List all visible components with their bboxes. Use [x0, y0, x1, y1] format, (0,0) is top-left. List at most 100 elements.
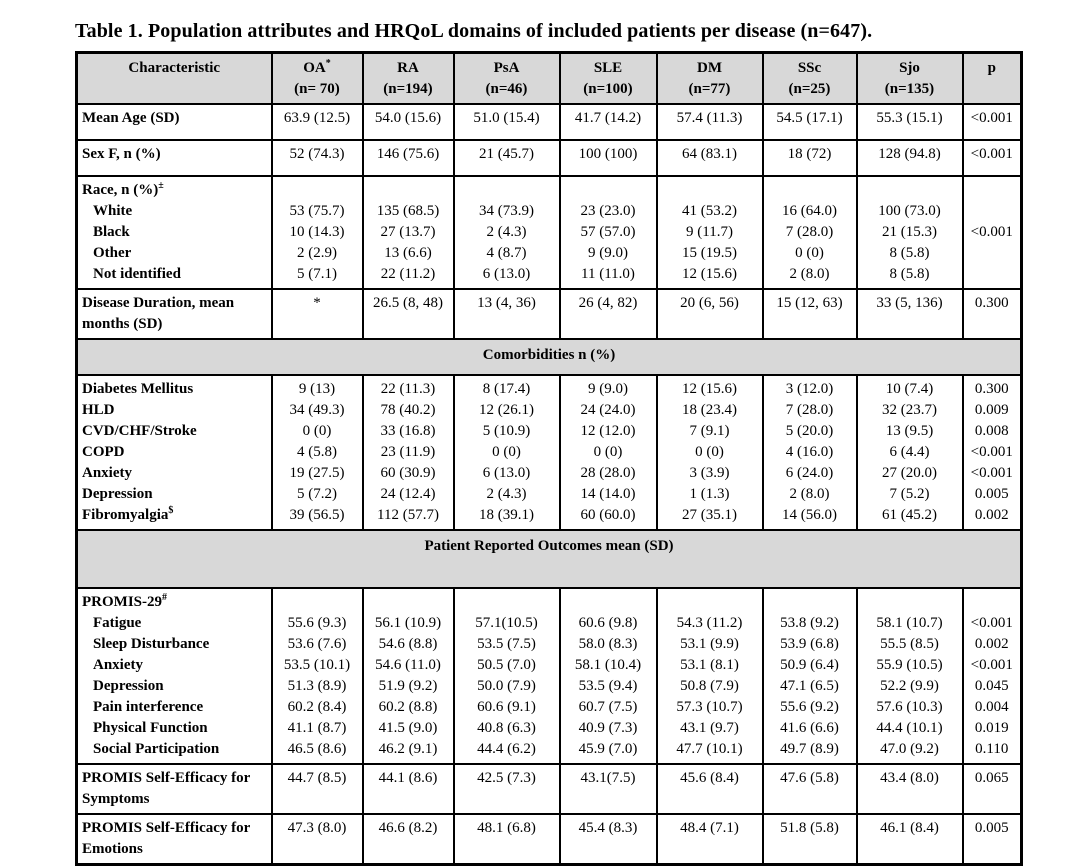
value-cell: 48.4 (7.1)	[655, 813, 764, 866]
value: 8 (5.8)	[889, 266, 930, 282]
value: 15 (19.5)	[682, 245, 737, 261]
section-header-cell: Comorbidities n (%)	[75, 338, 1023, 376]
value: 5 (7.1)	[297, 266, 337, 282]
p-value-cell: <0.001	[961, 175, 1023, 290]
table-header: Characteristic OA* (n= 70) RA (n=194) PsA (n=4…	[75, 51, 1023, 105]
value: 23 (23.0)	[580, 203, 636, 219]
value: 9 (11.7)	[686, 224, 733, 240]
value: 50.9 (6.4)	[780, 657, 839, 673]
disease-n: (n=100)	[583, 81, 633, 97]
value-cell: *	[270, 288, 364, 340]
row-label: PROMIS Self-Efficacy for Emotions	[82, 820, 251, 857]
value: 47.7 (10.1)	[676, 741, 743, 757]
value-cell: 12 (15.6) 18 (23.4) 7 (9.1) 0 (0) 3 (3.9) 1 (…	[655, 374, 764, 531]
value: 55.5 (8.5)	[880, 636, 939, 652]
value: 47.3 (8.0)	[287, 820, 347, 836]
value: 47.0 (9.2)	[880, 741, 939, 757]
disease-n: (n= 70)	[294, 81, 340, 97]
value: 51.3 (8.9)	[287, 678, 347, 694]
table-row: Mean Age (SD) 63.9 (12.5) 54.0 (15.6) 51.0 …	[75, 103, 1023, 141]
blank-line	[766, 180, 854, 201]
p-value: 0.065	[974, 770, 1009, 786]
value: 12 (15.6)	[682, 381, 737, 397]
value-cell: 54.3 (11.2) 53.1 (9.9) 53.1 (8.1) 50.8 (7.9…	[655, 587, 764, 765]
value-cell: 33 (5, 136)	[855, 288, 964, 340]
value-cell: 26 (4, 82)	[558, 288, 658, 340]
value: 26 (4, 82)	[578, 295, 638, 311]
value-cell: 18 (72)	[761, 139, 858, 177]
p-value: <0.001	[970, 444, 1013, 460]
disease-abbr: DM	[697, 60, 722, 76]
row-label-cell: Mean Age (SD)	[75, 103, 273, 141]
row-label: Sex F, n (%)	[82, 146, 161, 162]
value: 51.0 (15.4)	[473, 110, 540, 126]
value: 7 (5.2)	[889, 486, 930, 502]
value: 48.1 (6.8)	[477, 820, 536, 836]
value: 33 (16.8)	[380, 423, 436, 439]
value-cell: 43.4 (8.0)	[855, 763, 964, 815]
value: 51.8 (5.8)	[780, 820, 839, 836]
value: 50.8 (7.9)	[680, 678, 739, 694]
p-value-cell: 0.300 0.009 0.008 <0.001 <0.001 0.005 0.002	[961, 374, 1023, 531]
row-label: Mean Age (SD)	[82, 110, 180, 126]
table-body: Mean Age (SD) 63.9 (12.5) 54.0 (15.6) 51.0 …	[75, 103, 1023, 866]
p-value: 0.110	[975, 741, 1009, 757]
table-row: PROMIS Self-Efficacy for Emotions 47.3 (8…	[75, 813, 1023, 866]
value: 0 (0)	[302, 423, 332, 439]
value: 41 (53.2)	[682, 203, 737, 219]
group-label: PROMIS-29#	[82, 592, 167, 611]
row-label: COPD	[82, 444, 125, 460]
value: 60.2 (8.4)	[287, 699, 347, 715]
value-cell: 54.5 (17.1)	[761, 103, 858, 141]
value: 47.1 (6.5)	[780, 678, 839, 694]
row-label: Disease Duration, mean months (SD)	[82, 295, 235, 332]
value: 52.2 (9.9)	[880, 678, 939, 694]
p-value: 0.004	[974, 699, 1009, 715]
p-value: 0.045	[974, 678, 1009, 694]
value: 41.6 (6.6)	[780, 720, 839, 736]
value: 63.9 (12.5)	[283, 110, 351, 126]
value: 60.2 (8.8)	[378, 699, 438, 715]
blank-line	[457, 180, 557, 201]
blank-line	[660, 180, 760, 201]
p-value: <0.001	[970, 110, 1013, 126]
value-cell: 53.8 (9.2) 53.9 (6.8) 50.9 (6.4) 47.1 (6.5)…	[761, 587, 858, 765]
disease-abbr: PsA	[493, 60, 520, 76]
value: 21 (45.7)	[479, 146, 534, 162]
value: 10 (7.4)	[885, 381, 934, 397]
table-title: Table 1. Population attributes and HRQoL…	[75, 20, 873, 42]
row-label: Physical Function	[93, 720, 208, 736]
row-label: Social Participation	[93, 741, 220, 757]
value-cell: 53 (75.7) 10 (14.3) 2 (2.9) 5 (7.1)	[270, 175, 364, 290]
col-header-disease-ssc: SSc (n=25)	[761, 51, 858, 105]
p-value-cell: <0.001 0.002 <0.001 0.045 0.004 0.019 0.110	[961, 587, 1023, 765]
value: 9 (9.0)	[588, 245, 628, 261]
blank-line	[563, 592, 654, 613]
disease-n: (n=77)	[688, 81, 731, 97]
value: 16 (64.0)	[782, 203, 837, 219]
population-table: Characteristic OA* (n= 70) RA (n=194) PsA (n=4…	[75, 51, 1023, 866]
value: 18 (72)	[787, 146, 832, 162]
disease-n: (n=135)	[884, 81, 935, 97]
value: 58.1 (10.7)	[876, 615, 943, 631]
value: 58.0 (8.3)	[578, 636, 638, 652]
value: 53.5 (10.1)	[283, 657, 351, 673]
p-value: 0.002	[974, 636, 1009, 652]
value: 57.6 (10.3)	[876, 699, 943, 715]
value: 45.9 (7.0)	[578, 741, 638, 757]
row-label: Anxiety	[93, 657, 143, 673]
row-label-cell: PROMIS-29# Fatigue Sleep Disturbance Anxiet…	[75, 587, 273, 765]
p-value-cell: 0.300	[961, 288, 1023, 340]
p-value-cell: 0.005	[961, 813, 1023, 866]
value: 44.4 (10.1)	[876, 720, 943, 736]
value-cell: 34 (73.9) 2 (4.3) 4 (8.7) 6 (13.0)	[452, 175, 561, 290]
value: 46.6 (8.2)	[378, 820, 438, 836]
value: 49.7 (8.9)	[780, 741, 839, 757]
table-row: Disease Duration, mean months (SD) * 26.5 …	[75, 288, 1023, 340]
value: 4 (5.8)	[297, 444, 337, 460]
value: 78 (40.2)	[380, 402, 436, 418]
value: 6 (24.0)	[785, 465, 834, 481]
value: 26.5 (8, 48)	[373, 295, 443, 311]
row-label: White	[93, 203, 133, 219]
value: 128 (94.8)	[878, 146, 941, 162]
